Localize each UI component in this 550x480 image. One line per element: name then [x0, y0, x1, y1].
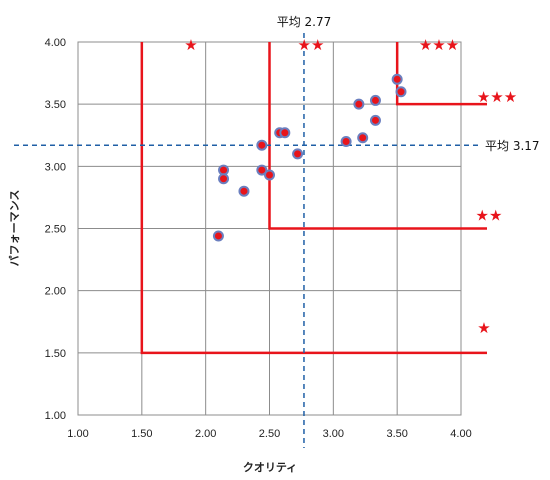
data-point-0	[212, 230, 224, 242]
data-point-16	[395, 86, 407, 98]
x-axis-title: クオリティ	[243, 461, 297, 474]
data-point-10	[340, 135, 352, 147]
x-tick-label-4: 3.00	[323, 428, 344, 440]
x-tick-label-2: 2.00	[195, 428, 216, 440]
data-point-8	[279, 127, 291, 139]
threshold-line-2-star	[268, 42, 487, 230]
data-point-11	[353, 98, 365, 110]
y-tick-label-0: 1.00	[45, 410, 66, 422]
mean-y-label: 平均 3.17	[485, 139, 540, 153]
data-point-14	[369, 114, 381, 126]
x-tick-label-3: 2.50	[259, 428, 280, 440]
data-point-6	[264, 169, 275, 181]
data-point-3	[238, 185, 250, 197]
y-axis-title: パフォーマンス	[8, 190, 21, 267]
right-star-marker-3: ★★★	[477, 88, 517, 106]
star-markers: ★★★★★★★★★★★★	[184, 36, 517, 337]
y-tick-label-2: 2.00	[45, 286, 66, 298]
data-point-12	[357, 132, 369, 144]
threshold-line-3-star	[395, 42, 487, 106]
top-star-marker-3: ★★★	[419, 36, 459, 54]
data-point-9	[292, 148, 304, 160]
x-tick-label-6: 4.00	[450, 428, 471, 440]
data-point-13	[369, 94, 381, 106]
top-star-marker-2: ★★	[298, 36, 325, 54]
y-tick-label-6: 4.00	[45, 37, 66, 49]
y-tick-label-3: 2.50	[45, 224, 66, 236]
right-star-marker-1: ★	[477, 319, 490, 337]
mean-x-label: 平均 2.77	[277, 15, 332, 29]
y-tick-label-1: 1.50	[45, 348, 66, 360]
y-tick-label-5: 3.50	[45, 99, 66, 111]
mean-lines	[14, 33, 480, 448]
data-point-4	[256, 139, 268, 151]
data-point-1	[218, 164, 230, 176]
x-tick-label-1: 1.50	[131, 428, 152, 440]
data-points	[212, 73, 407, 242]
top-star-marker-1: ★	[184, 36, 197, 54]
x-tick-labels: 1.00 1.50 2.00 2.50 3.00 3.50 4.00	[67, 428, 471, 440]
x-tick-label-5: 3.50	[386, 428, 407, 440]
data-point-5	[256, 164, 268, 176]
right-star-marker-2: ★★	[476, 207, 503, 225]
y-tick-labels: 1.00 1.50 2.00 2.50 3.00 3.50 4.00	[45, 37, 66, 422]
data-point-2	[218, 173, 230, 185]
x-tick-label-0: 1.00	[67, 428, 88, 440]
data-point-15	[391, 73, 403, 85]
y-tick-label-4: 3.00	[45, 161, 66, 173]
